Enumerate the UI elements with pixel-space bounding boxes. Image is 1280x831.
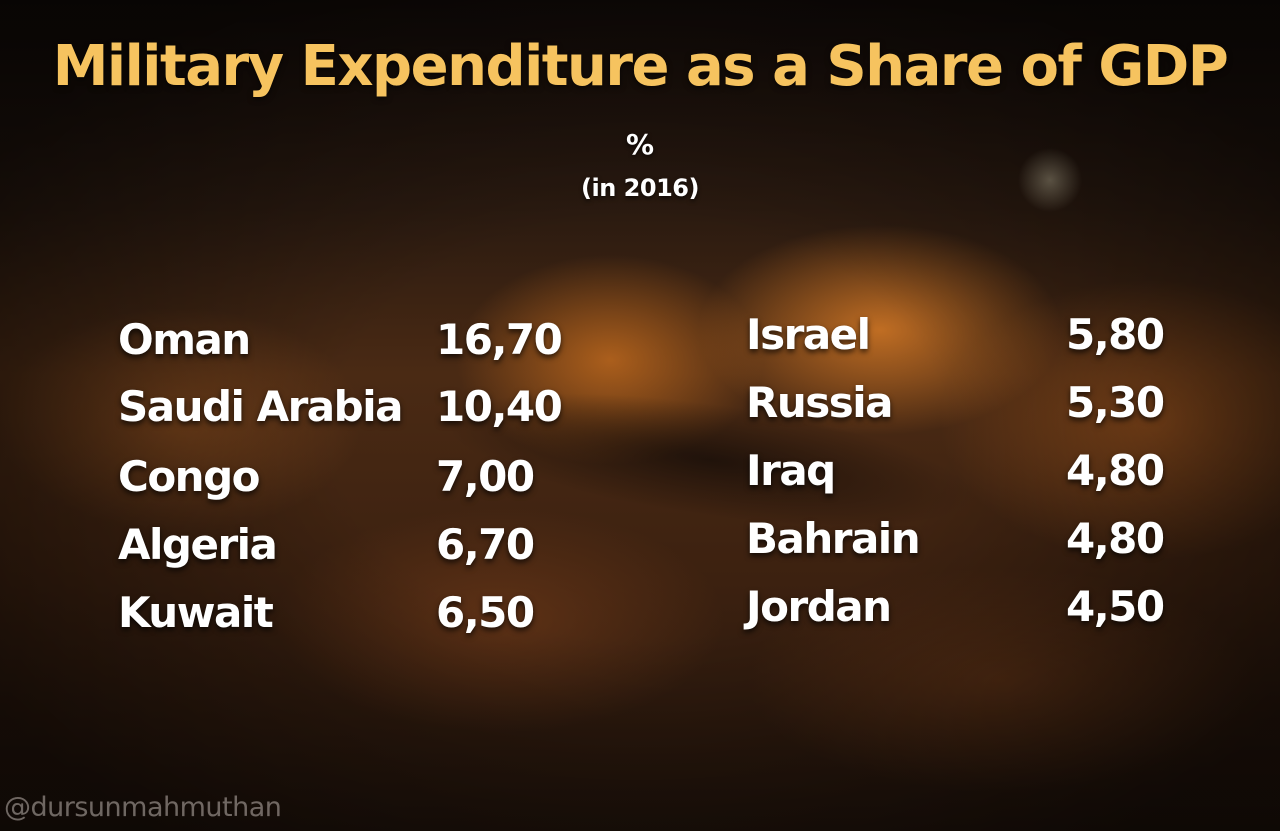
- country-value: 4,80: [1066, 446, 1165, 495]
- country-value: 4,50: [1066, 582, 1165, 631]
- country-value: 5,30: [1066, 378, 1165, 427]
- country-name: Russia: [746, 378, 893, 427]
- country-value: 6,70: [436, 520, 535, 569]
- country-name: Bahrain: [746, 514, 921, 563]
- chart-subtitle: (in 2016): [581, 174, 699, 202]
- chart-title: Military Expenditure as a Share of GDP: [52, 34, 1229, 99]
- country-name: Algeria: [118, 520, 278, 569]
- country-name: Congo: [118, 452, 261, 501]
- country-value: 5,80: [1066, 310, 1165, 359]
- chart-unit: %: [625, 128, 655, 161]
- country-name: Kuwait: [118, 588, 274, 637]
- country-name: Saudi Arabia: [118, 382, 403, 431]
- country-value: 4,80: [1066, 514, 1165, 563]
- country-value: 10,40: [436, 382, 563, 431]
- country-name: Oman: [118, 315, 251, 364]
- country-value: 7,00: [436, 452, 535, 501]
- country-name: Jordan: [746, 582, 892, 631]
- country-name: Israel: [746, 310, 871, 359]
- watermark: @dursunmahmuthan: [4, 792, 282, 823]
- country-value: 16,70: [436, 315, 563, 364]
- country-value: 6,50: [436, 588, 535, 637]
- country-name: Iraq: [746, 446, 836, 495]
